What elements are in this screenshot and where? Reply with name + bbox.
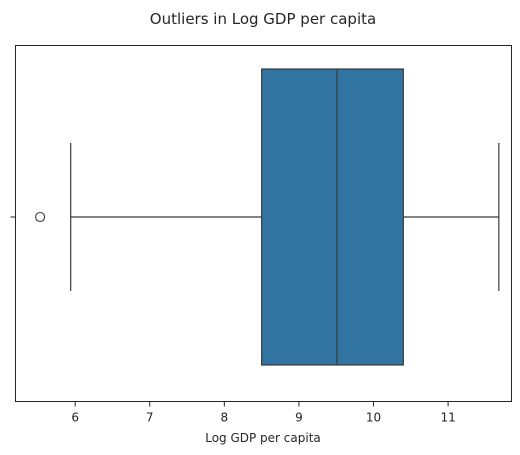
x-tick-label: 8 [221,411,229,425]
plot-area [35,68,500,366]
x-tick-label: 10 [366,411,381,425]
x-tick-label: 11 [440,411,455,425]
axes-frame [15,45,512,402]
outlier-point [35,211,46,223]
x-axis-ticks: 6 7 8 9 10 11 [71,401,456,425]
x-tick-label: 6 [71,411,79,425]
iqr-box [261,68,404,366]
x-axis-label: Log GDP per capita [205,431,321,445]
chart-title: Outliers in Log GDP per capita [150,10,376,28]
x-tick-label: 7 [146,411,154,425]
x-tick-label: 9 [295,411,303,425]
